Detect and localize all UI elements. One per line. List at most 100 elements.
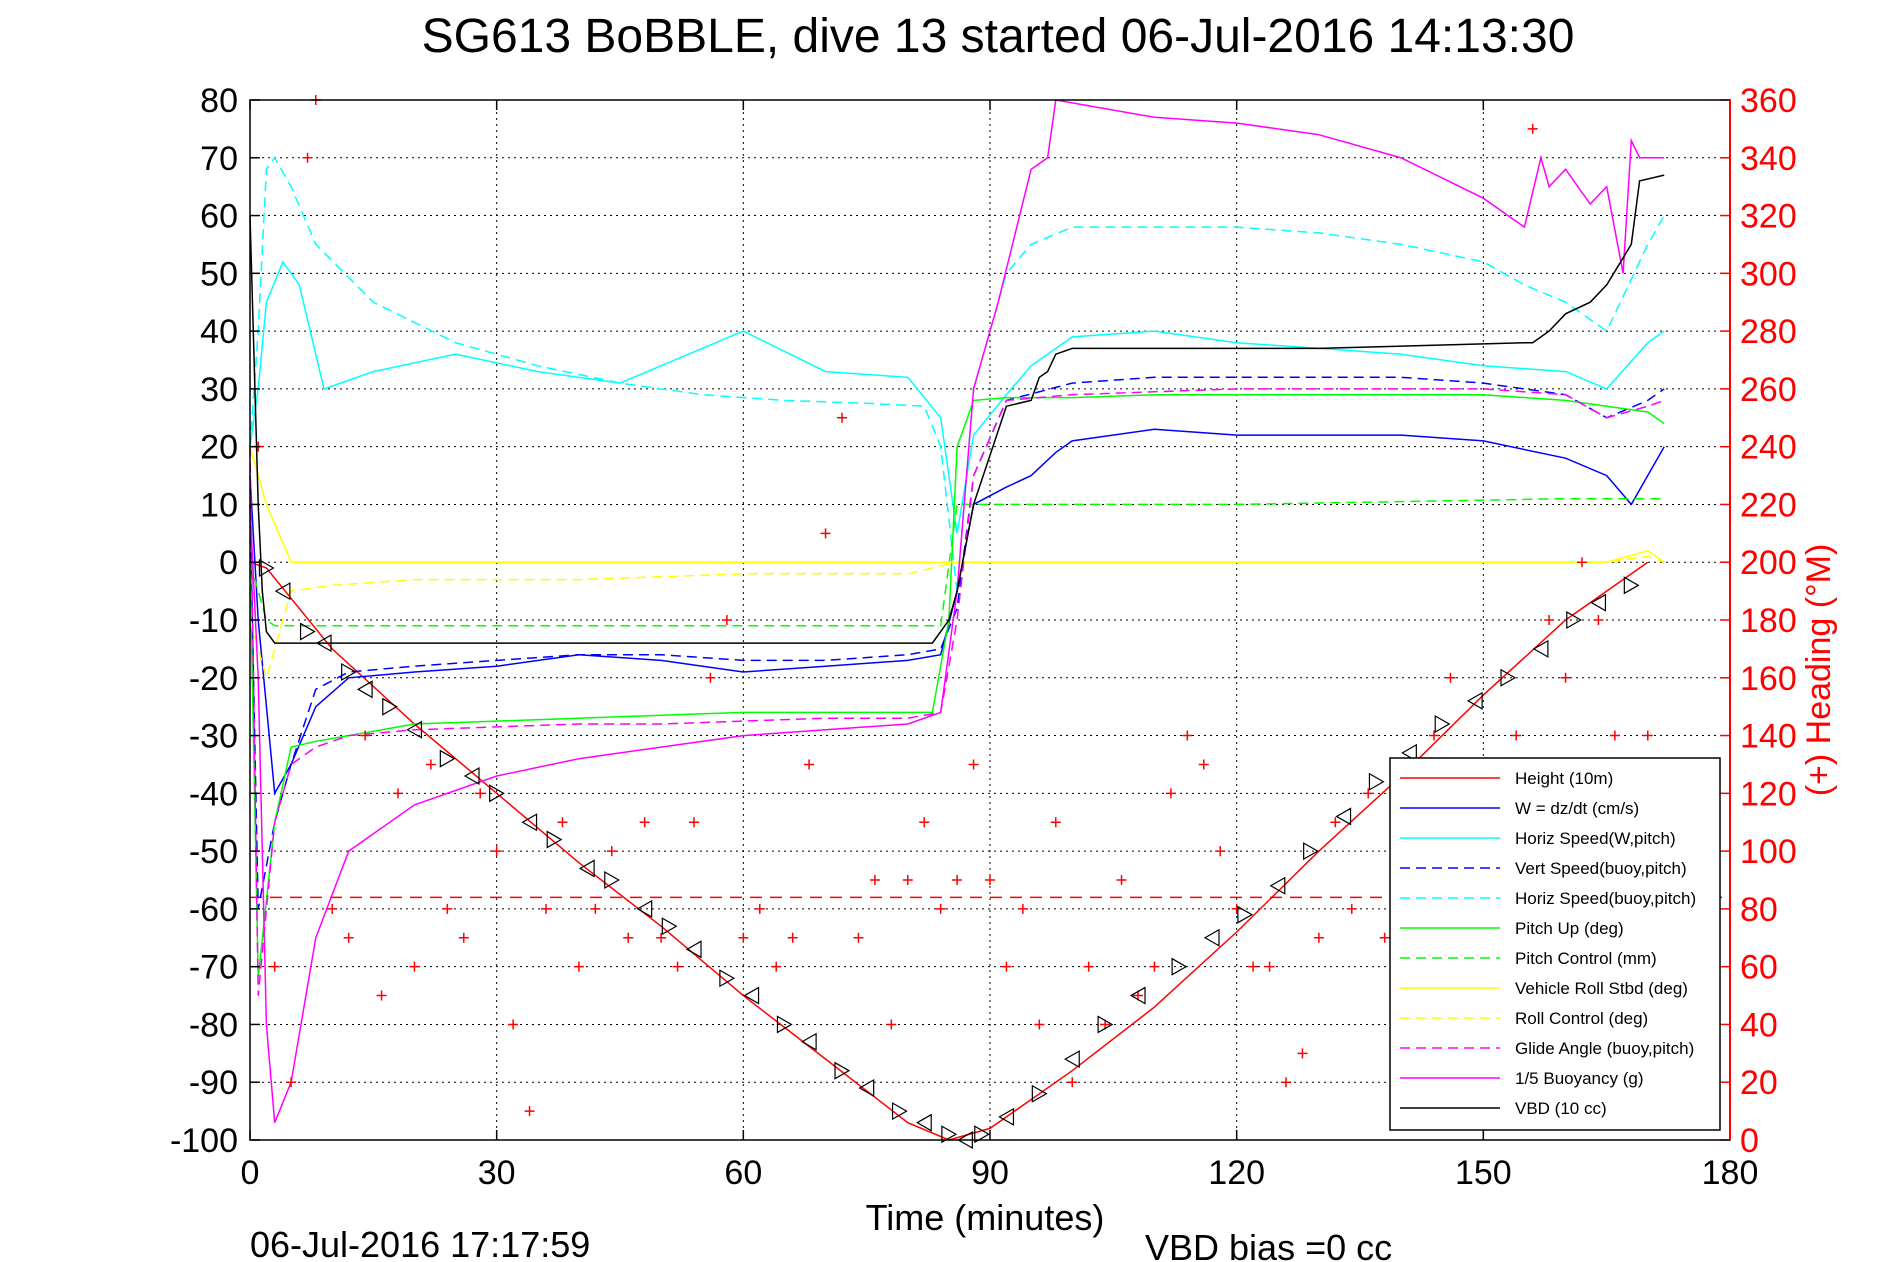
heading-marker: [1560, 672, 1571, 683]
y-tick-label: 10: [200, 486, 238, 524]
legend-entry: Vert Speed(buoy,pitch): [1515, 859, 1687, 878]
y-right-tick-label: 320: [1740, 198, 1797, 236]
dive-marker: [1401, 743, 1417, 762]
heading-marker: [1264, 961, 1275, 972]
legend-entry: Glide Angle (buoy,pitch): [1515, 1039, 1694, 1058]
dive-marker: [776, 1015, 793, 1034]
heading-marker: [590, 903, 601, 914]
y-tick-label: -10: [189, 602, 238, 640]
y-right-tick-label: 180: [1740, 602, 1797, 640]
legend-entry: Horiz Speed(buoy,pitch): [1515, 889, 1696, 908]
series-layer: [249, 95, 1730, 1150]
heading-marker: [1248, 961, 1259, 972]
series-line-height-10m: [249, 561, 1649, 1141]
y-tick-label: 20: [200, 429, 238, 467]
y-tick-label: -20: [189, 660, 238, 698]
y-right-tick-label: 160: [1740, 660, 1797, 698]
heading-marker: [1609, 730, 1620, 741]
y-tick-label: -70: [189, 949, 238, 987]
dive-marker: [1466, 691, 1483, 710]
heading-marker: [771, 961, 782, 972]
dive-marker: [1532, 639, 1549, 658]
dive-marker: [1623, 576, 1640, 595]
legend-entry: Vehicle Roll Stbd (deg): [1515, 979, 1688, 998]
legend-box: [1389, 757, 1721, 1131]
legend: Height (10m) W = dz/dt (cm/s) Horiz Speed(…: [1389, 757, 1721, 1131]
y-right-tick-label: 300: [1740, 255, 1797, 293]
dive-marker: [356, 680, 373, 699]
dive-marker: [1203, 928, 1220, 947]
series-line-w-dz-dt-cm-s: [249, 428, 1665, 796]
heading-marker: [886, 1019, 897, 1030]
x-tick-label: 30: [478, 1154, 516, 1192]
heading-marker: [1527, 123, 1538, 134]
heading-marker: [672, 961, 683, 972]
y-right-tick-label: 120: [1740, 775, 1797, 813]
heading-marker: [409, 961, 420, 972]
y-tick-label: -50: [189, 833, 238, 871]
footer-vbd-bias: VBD bias =0 cc: [1145, 1227, 1392, 1262]
dive-marker: [891, 1102, 908, 1121]
x-tick-label: 90: [971, 1154, 1009, 1192]
heading-marker: [1330, 817, 1341, 828]
heading-marker: [606, 846, 617, 857]
y-tick-label: 0: [219, 544, 238, 582]
heading-marker: [1577, 557, 1587, 568]
heading-marker: [1034, 1019, 1045, 1030]
y-right-tick-label: 140: [1740, 718, 1797, 756]
dive-marker: [578, 859, 595, 878]
footer-timestamp: 06-Jul-2016 17:17:59: [250, 1224, 590, 1262]
y-tick-label: 50: [200, 255, 238, 293]
heading-marker: [557, 817, 568, 828]
dive-marker: [1566, 610, 1582, 630]
dive-marker: [998, 1107, 1015, 1126]
heading-marker: [705, 672, 716, 683]
heading-marker: [837, 412, 847, 423]
dive-marker: [604, 870, 620, 890]
x-tick-label: 120: [1208, 1154, 1265, 1192]
dive-marker: [661, 917, 678, 936]
x-tick-label: 180: [1702, 1154, 1759, 1192]
y-right-tick-label: 360: [1740, 82, 1797, 120]
heading-marker: [1346, 903, 1357, 914]
x-tick-label: 60: [724, 1154, 762, 1192]
heading-marker: [1215, 846, 1226, 857]
y-right-tick-label: 340: [1740, 140, 1797, 178]
heading-marker: [1445, 672, 1456, 683]
dive-marker: [974, 1125, 990, 1144]
heading-marker: [820, 528, 831, 539]
heading-marker: [491, 846, 502, 857]
dive-marker: [382, 697, 398, 716]
y-right-tick-label: 260: [1740, 371, 1797, 409]
y-axis-label-right: (+) Heading (°M): [1800, 544, 1838, 797]
dive-marker: [916, 1113, 932, 1132]
legend-entry: Horiz Speed(W,pitch): [1515, 829, 1676, 848]
heading-marker: [804, 759, 815, 770]
heading-marker: [458, 932, 469, 943]
series-line-pitch-up-deg: [249, 393, 1665, 979]
y-right-tick-label: 280: [1740, 313, 1797, 351]
dive-marker: [406, 720, 423, 739]
heading-marker: [573, 961, 584, 972]
y-right-tick-label: 100: [1740, 833, 1797, 871]
legend-entry: 1/5 Buoyancy (g): [1515, 1069, 1644, 1088]
dive-marker: [1171, 957, 1188, 976]
dive-marker: [546, 830, 563, 849]
axes: 0 30 60 90 120 150 18080706050403020100-10-20-…: [170, 82, 1797, 1192]
dive-marker: [858, 1078, 875, 1098]
heading-marker: [738, 932, 749, 943]
heading-marker: [721, 615, 732, 625]
dive-marker: [1368, 772, 1385, 791]
x-axis-label: Time (minutes): [866, 1197, 1105, 1238]
heading-marker: [508, 1019, 519, 1030]
dive-marker: [258, 558, 275, 578]
dive-marker: [1269, 876, 1286, 895]
y-right-tick-label: 80: [1740, 891, 1778, 929]
dive-marker: [1590, 593, 1607, 612]
heading-marker: [1198, 759, 1209, 770]
dive-marker: [1064, 1050, 1080, 1069]
dive-marker: [1237, 905, 1254, 924]
heading-marker: [1544, 615, 1555, 625]
heading-marker: [1642, 730, 1653, 741]
